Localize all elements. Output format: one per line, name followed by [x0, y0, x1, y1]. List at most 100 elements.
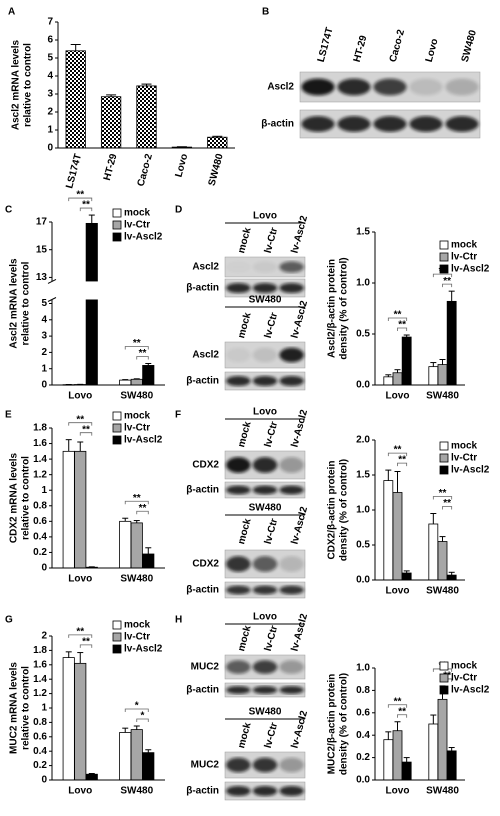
y-tick-label: 0.8	[33, 500, 47, 511]
blot-row-label: Ascl2	[192, 350, 219, 361]
bar	[142, 752, 155, 781]
y-tick-label: 0.4	[33, 532, 47, 543]
significance-label: **	[394, 310, 402, 321]
y-tick-label: 0.5	[356, 329, 370, 340]
blot-title: SW480	[249, 503, 282, 514]
bar	[392, 492, 403, 581]
legend-swatch	[112, 220, 122, 230]
bar	[130, 378, 143, 386]
y-tick-label: 0.0	[356, 775, 370, 786]
blot-band	[252, 585, 278, 595]
significance-bracket	[387, 704, 408, 708]
significance-bracket	[136, 356, 149, 360]
blot-row-label: Ascl2	[267, 82, 294, 93]
lane-label: mock	[236, 624, 253, 653]
x-tick-label: Lovo	[68, 391, 92, 402]
y-tick-label: 0.4	[33, 746, 47, 757]
legend-label: lv-Ctr	[451, 252, 477, 263]
legend-swatch	[112, 208, 122, 218]
x-tick-label: Lovo	[386, 586, 410, 597]
legend-swatch	[112, 411, 122, 421]
bar	[142, 553, 155, 569]
axis-break-mark	[47, 297, 57, 302]
y-tick-label: 1.2	[33, 688, 47, 699]
blot-band	[226, 585, 251, 595]
lane-label: lv-Ascl2	[289, 612, 310, 652]
significance-bracket	[124, 346, 149, 350]
significance-label: **	[139, 348, 147, 359]
legend-label: lv-Ctr	[451, 673, 477, 684]
x-tick-label: Lovo	[68, 574, 92, 585]
y-tick-label: 0.5	[356, 540, 370, 551]
blot-band	[279, 457, 304, 473]
y-tick-label: 0.6	[33, 516, 47, 527]
y-tick-label: 7	[47, 17, 53, 28]
blot-band	[226, 261, 251, 272]
panel-letter: H	[175, 615, 182, 626]
bar	[100, 96, 122, 149]
significance-bracket	[442, 283, 453, 288]
significance-bracket	[432, 273, 453, 278]
y-tick-label: 2	[41, 347, 47, 358]
significance-bracket	[79, 432, 93, 436]
legend-swatch	[439, 441, 449, 451]
panel-letter: E	[5, 410, 12, 421]
blot-band	[252, 757, 278, 773]
y-tick-label: 0.8	[356, 685, 370, 696]
x-tick-label: SW480	[120, 391, 153, 402]
blot-band	[226, 785, 251, 797]
y-tick-label: 1	[47, 125, 53, 136]
blot-band	[279, 785, 304, 797]
lane-label: LS174T	[316, 26, 336, 63]
lane-label: mock	[236, 311, 253, 340]
y-axis-label: MUC2 mRNA levels	[9, 662, 20, 754]
y-tick-label: 1.4	[33, 674, 47, 685]
axis-break-mark	[47, 278, 57, 284]
blot-band	[226, 660, 251, 674]
legend-swatch	[112, 620, 122, 630]
bar	[428, 366, 439, 386]
legend-label: lv-Ascl2	[124, 435, 163, 446]
x-tick-label: SW480	[426, 391, 459, 402]
y-axis-label: Ascl2 mRNA levels	[11, 39, 22, 130]
legend-label: mock	[451, 661, 478, 672]
bar	[437, 698, 448, 781]
y-tick-label: 15	[36, 244, 48, 255]
y-tick-label: 17	[36, 217, 48, 228]
y-axis-label: density (% of control)	[339, 257, 350, 359]
blot-band	[252, 686, 278, 694]
blot-row-label: β-actin	[186, 485, 219, 496]
blot-band	[301, 78, 335, 96]
blot-band	[252, 785, 278, 797]
y-tick-label: 1	[41, 363, 47, 374]
blot-band	[445, 116, 479, 132]
significance-label: *	[135, 701, 139, 712]
legend-swatch	[439, 252, 449, 262]
blot-row-label: CDX2	[192, 559, 219, 570]
y-tick-label: 1.2	[33, 469, 47, 480]
significance-label: **	[82, 636, 90, 647]
lane-label: mock	[236, 721, 253, 750]
bar	[401, 761, 412, 781]
blot-row-label: β-actin	[186, 376, 219, 387]
blot-band	[279, 660, 304, 674]
blot-band	[445, 78, 479, 96]
bar	[392, 372, 403, 386]
y-tick-label: 2	[47, 107, 53, 118]
y-tick-label: 0.2	[33, 547, 47, 558]
bar	[130, 522, 143, 569]
y-axis-label: Ascl2 mRNA levels	[9, 258, 20, 349]
blot-band	[373, 116, 407, 132]
significance-bracket	[397, 327, 408, 332]
significance-label: **	[76, 414, 84, 425]
y-tick-label: 1.8	[33, 423, 47, 434]
legend-swatch	[112, 435, 122, 445]
significance-label: **	[439, 488, 447, 499]
blot-band	[226, 757, 251, 773]
bar	[383, 376, 394, 386]
blot-row-label: MUC2	[191, 760, 220, 771]
lane-label: lv-Ascl2	[289, 408, 310, 448]
x-tick-label: Lovo	[386, 786, 410, 797]
legend-swatch	[439, 673, 449, 683]
significance-bracket	[387, 452, 408, 457]
